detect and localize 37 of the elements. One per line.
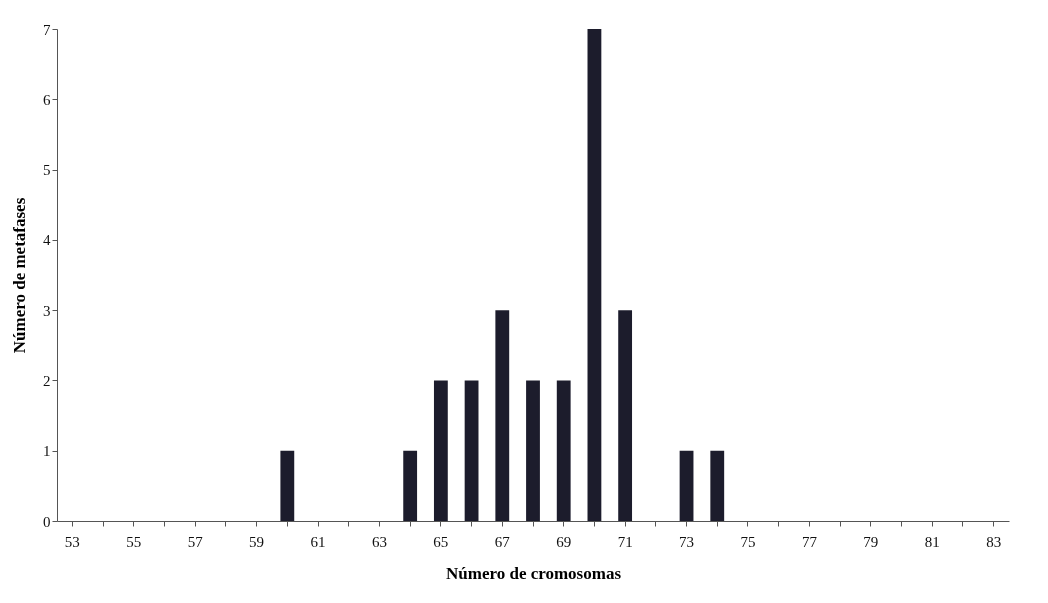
bar (526, 380, 540, 521)
bar (403, 450, 418, 521)
y-tick-label: 6 (43, 91, 51, 108)
y-tick-label: 7 (43, 21, 51, 38)
y-tick-label: 1 (43, 443, 51, 460)
x-tick-label: 67 (494, 533, 511, 550)
x-tick-label: 73 (679, 533, 695, 550)
y-tick-label: 0 (43, 513, 51, 530)
x-tick-label: 59 (249, 533, 265, 550)
x-tick-label: 61 (310, 533, 326, 550)
x-tick-label: 77 (801, 533, 818, 550)
bar (556, 380, 571, 521)
y-tick-label: 4 (43, 232, 51, 249)
x-tick-label: 69 (556, 533, 572, 550)
bar (618, 310, 633, 521)
bar (587, 29, 602, 521)
x-axis-title: Número de cromosomas (445, 563, 622, 583)
x-tick-label: 57 (187, 533, 204, 550)
x-tick-label: 53 (64, 533, 80, 550)
x-tick-label: 83 (986, 533, 1002, 550)
bar (495, 310, 510, 521)
bar (679, 450, 694, 521)
x-tick-label: 65 (433, 533, 449, 550)
bar (464, 380, 479, 521)
x-tick-label: 81 (924, 533, 940, 550)
x-tick-label: 71 (617, 533, 633, 550)
y-tick-label: 3 (43, 302, 51, 319)
bar (433, 380, 448, 521)
y-tick-label: 2 (43, 372, 51, 389)
y-tick-label: 5 (43, 162, 51, 179)
y-axis-title: Número de metafases (10, 197, 29, 354)
bar (710, 450, 725, 521)
bar (280, 450, 295, 521)
x-tick-label: 79 (863, 533, 879, 550)
x-tick-label: 63 (371, 533, 387, 550)
x-tick-label: 55 (126, 533, 142, 550)
x-tick-label: 75 (740, 533, 756, 550)
